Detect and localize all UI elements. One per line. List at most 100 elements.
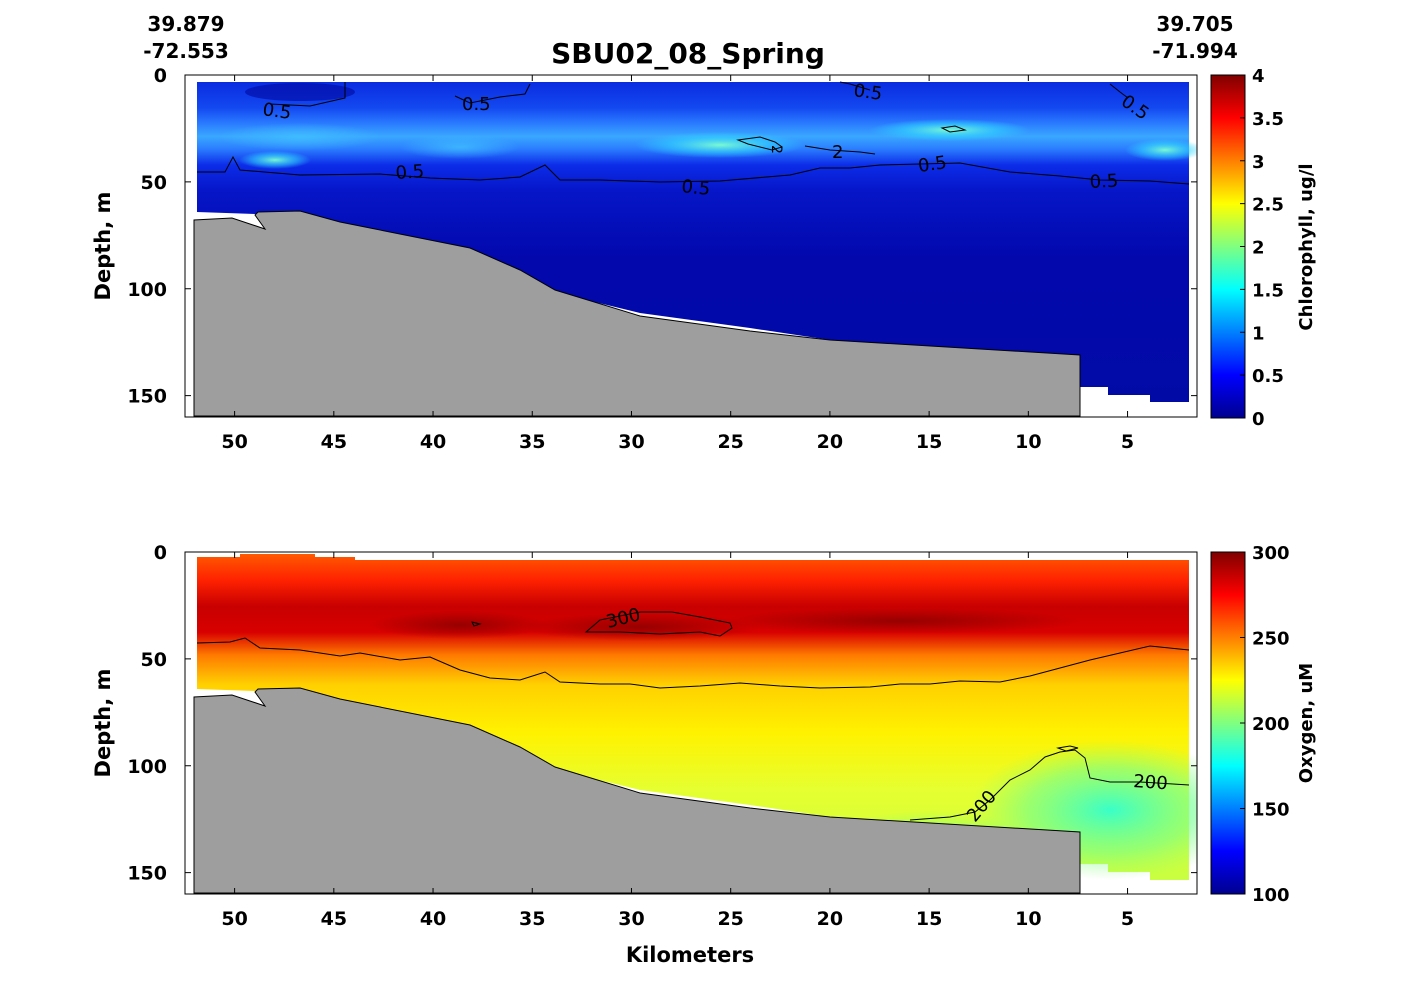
colorbar: [1210, 74, 1246, 419]
y-axis: 0 50 100 150: [127, 542, 1197, 885]
x-tick-label: 35: [519, 431, 545, 453]
colorbar-tick-label: 2.5: [1252, 195, 1284, 216]
contour-line: [269, 82, 346, 107]
contour-label: 0.5: [1089, 171, 1119, 193]
x-tick-label: 10: [1015, 908, 1041, 930]
contour-line: [1109, 83, 1129, 99]
x-tick-label: 25: [717, 431, 743, 453]
x-axis: 50 45 40 35 30 25 20 15 10 5: [221, 552, 1134, 930]
y-tick-label: 100: [127, 756, 167, 778]
colorbar-tick-label: 200: [1252, 714, 1290, 735]
x-tick-label: 30: [618, 908, 644, 930]
oxygen-contours: [196, 611, 1190, 821]
x-tick-label: 20: [817, 908, 843, 930]
y-tick-label: 0: [154, 65, 167, 87]
x-tick-label: 25: [717, 908, 743, 930]
right-latitude: 39.705: [1156, 12, 1233, 36]
contour-line: [471, 621, 482, 627]
x-tick-label: 40: [420, 431, 446, 453]
contour-line: [736, 136, 784, 151]
contour-line: [196, 637, 1190, 689]
contour-label: 0.5: [462, 94, 491, 115]
colorbar-tick-label: 0: [1252, 409, 1265, 430]
contour-label: 2: [768, 145, 784, 154]
contour-label: 2: [832, 142, 843, 163]
chlorophyll-panel: 0.5 0.5 0.5 0.5 0.5 0.5 0.5 0.5 2 2 50 45…: [91, 65, 1317, 453]
colorbar-label: Chlorophyll, ug/l: [1296, 163, 1317, 330]
oxygen-panel: 30 0 200 200 50 45 40 35 30 25 20 15 10 5 0 50 100 15…: [91, 542, 1317, 967]
contour-line: [909, 749, 1190, 821]
contour-line: [804, 145, 876, 155]
colorbar-tick-label: 3: [1252, 152, 1265, 173]
contour-label: 0.5: [852, 80, 883, 105]
plot-frame: [184, 74, 1198, 418]
x-tick-label: 50: [221, 908, 247, 930]
contour-line: [197, 155, 1190, 185]
chl-patch: [635, 132, 805, 158]
contour-line: [584, 611, 733, 637]
x-tick-label: 20: [817, 431, 843, 453]
colorbar-tick-label: 1.5: [1252, 280, 1284, 301]
contour-label: 0.5: [680, 176, 711, 200]
contour-label: 0.5: [395, 161, 425, 184]
contour-label: 0.5: [917, 152, 948, 177]
chlorophyll-field: [197, 82, 1197, 402]
chl-patch: [245, 83, 355, 101]
contour-line: [839, 81, 871, 91]
colorbar-tick-label: 3.5: [1252, 109, 1284, 130]
colorbar-tick-label: 0.5: [1252, 366, 1284, 387]
x-tick-label: 50: [221, 431, 247, 453]
x-tick-label: 30: [618, 431, 644, 453]
x-tick-label: 45: [321, 431, 347, 453]
chl-patch: [220, 123, 380, 151]
right-longitude: -71.994: [1152, 39, 1237, 63]
x-tick-label: 5: [1121, 431, 1134, 453]
contour-line: [454, 83, 531, 104]
y-tick-label: 150: [127, 863, 167, 885]
figure-title: SBU02_08_Spring: [551, 37, 825, 70]
colorbar-ticks: 300 250 200 150 100: [1240, 543, 1290, 906]
oxygen-patch: [370, 611, 550, 639]
chl-patch: [870, 119, 1030, 141]
oxygen-patch: [720, 608, 1080, 634]
x-axis-label: Kilometers: [626, 943, 754, 967]
chl-patch: [400, 135, 520, 159]
x-tick-label: 15: [916, 908, 942, 930]
x-tick-label: 40: [420, 908, 446, 930]
colorbar-tick-label: 250: [1252, 629, 1290, 650]
colorbar: [1210, 551, 1246, 895]
y-axis-label: Depth, m: [91, 669, 115, 778]
colorbar-tick-label: 4: [1252, 66, 1265, 87]
y-axis: 0 50 100 150: [127, 65, 1197, 408]
left-longitude: -72.553: [143, 39, 228, 63]
bathymetry: [193, 210, 1081, 417]
x-tick-label: 35: [519, 908, 545, 930]
y-tick-label: 0: [154, 542, 167, 564]
colorbar-label: Oxygen, uM: [1296, 663, 1317, 783]
contour-line: [940, 125, 967, 133]
colorbar-tick-label: 150: [1252, 800, 1290, 821]
colorbar-ticks: 4 3.5 3 2.5 2 1.5 1 0.5 0: [1240, 66, 1284, 430]
y-tick-label: 150: [127, 386, 167, 408]
plot-frame: [184, 551, 1198, 895]
y-axis-label: Depth, m: [91, 192, 115, 301]
x-tick-label: 10: [1015, 431, 1041, 453]
colorbar-tick-label: 1: [1252, 323, 1265, 344]
left-latitude: 39.879: [147, 12, 224, 36]
chl-patch: [239, 151, 311, 169]
y-tick-label: 100: [127, 279, 167, 301]
y-tick-label: 50: [141, 172, 167, 194]
x-tick-label: 5: [1121, 908, 1134, 930]
contour-label: 0.5: [261, 99, 292, 124]
x-tick-label: 15: [916, 431, 942, 453]
contour-label: 200: [1133, 771, 1169, 794]
y-tick-label: 50: [141, 649, 167, 671]
chl-patch: [1125, 139, 1197, 161]
x-tick-label: 45: [321, 908, 347, 930]
colorbar-tick-label: 100: [1252, 885, 1290, 906]
bathymetry: [193, 687, 1081, 894]
x-axis: 50 45 40 35 30 25 20 15 10 5: [221, 75, 1134, 453]
colorbar-tick-label: 2: [1252, 238, 1265, 259]
oxygen-patch: [520, 613, 760, 641]
